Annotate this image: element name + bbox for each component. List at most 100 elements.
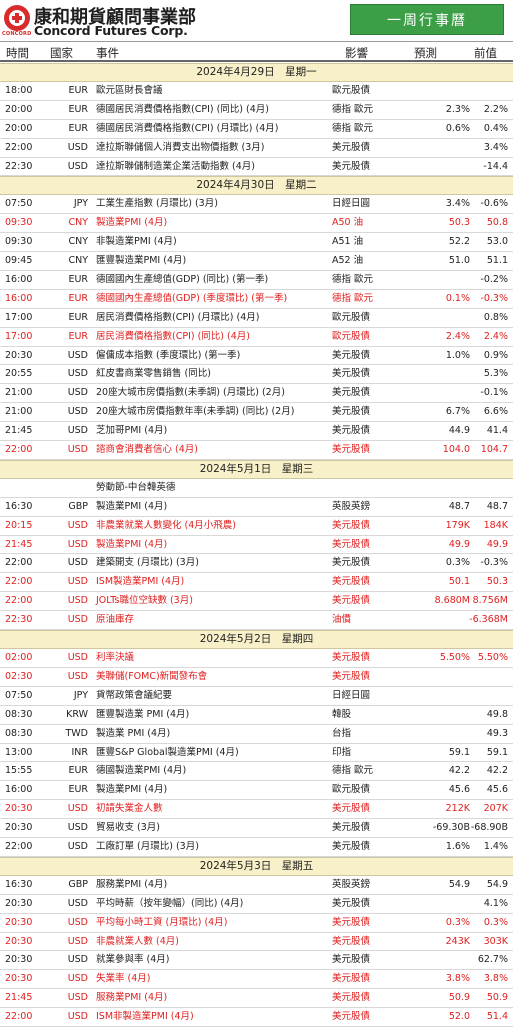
- event-impact: 美元股債: [332, 897, 371, 909]
- event-impact: 歐元股債: [332, 85, 371, 96]
- event-currency: USD: [67, 141, 88, 153]
- event-time: 17:00: [5, 330, 33, 342]
- event-previous: 41.4: [486, 425, 508, 437]
- event-row: 20:30 USD 就業參與率 (4月) 美元股債 62.7%: [0, 951, 513, 971]
- event-currency: USD: [67, 916, 88, 928]
- event-impact: 歐元股債: [332, 784, 371, 796]
- event-row: 20:30 USD 僱傭成本指數 (季度環比) (第一季) 美元股債 1.0% 0.9%: [0, 347, 513, 366]
- event-previous: 45.6: [486, 784, 508, 796]
- event-currency: USD: [67, 992, 88, 1004]
- event-time: 09:45: [5, 255, 33, 267]
- event-forecast: 0.1%: [445, 292, 470, 304]
- event-currency: USD: [67, 897, 88, 909]
- event-row: 08:30 TWD 製造業 PMI (4月) 台指 49.3: [0, 725, 513, 744]
- event-impact: 美元股債: [332, 954, 371, 966]
- event-name: ISM製造業PMI (4月): [96, 576, 185, 588]
- event-impact: 美元股債: [332, 595, 371, 607]
- event-previous: 51.4: [486, 1011, 508, 1023]
- event-time: 07:50: [5, 689, 33, 701]
- event-row: 22:00 USD JOLTs職位空缺數 (3月) 美元股債 8.680M 8.756M: [0, 592, 513, 612]
- event-forecast: -69.30B: [432, 822, 470, 834]
- event-previous: 54.9: [486, 878, 508, 890]
- event-time: 22:00: [5, 1011, 33, 1023]
- event-name: 達拉斯聯儲個人消費支出物價指數 (3月): [96, 141, 265, 153]
- event-currency: USD: [67, 368, 88, 380]
- event-currency: JPY: [73, 198, 88, 210]
- event-row: 20:30 USD 失業率 (4月) 美元股債 3.8% 3.8%: [0, 970, 513, 990]
- event-name: 非農就業人數 (4月): [96, 935, 179, 947]
- event-currency: GBP: [68, 878, 88, 890]
- event-impact: 美元股債: [332, 349, 371, 361]
- event-time: 20:30: [5, 935, 33, 947]
- event-row: 09:45 CNY 匯豐製造業PMI (4月) A52 油 51.0 51.1: [0, 252, 513, 272]
- event-row: 08:30 KRW 匯豐製造業 PMI (4月) 韓股 49.8: [0, 706, 513, 725]
- event-name: 美聯儲(FOMC)新聞發布會: [96, 670, 208, 682]
- event-time: 02:00: [5, 652, 33, 664]
- event-name: 僱傭成本指數 (季度環比) (第一季): [96, 349, 241, 361]
- event-previous: 50.3: [486, 576, 508, 588]
- event-impact: 美元股債: [332, 538, 371, 550]
- event-previous: 0.3%: [483, 916, 508, 928]
- event-currency: USD: [67, 406, 88, 418]
- event-time: 22:30: [5, 160, 33, 172]
- event-forecast: 3.4%: [445, 198, 470, 210]
- event-forecast: 179K: [445, 519, 470, 531]
- event-time: 20:30: [5, 822, 33, 834]
- event-previous: 49.3: [486, 727, 508, 739]
- event-currency: USD: [67, 160, 88, 172]
- event-forecast: 2.4%: [445, 330, 470, 342]
- event-name: 德國國內生產總值(GDP) (季度環比) (第一季): [96, 292, 288, 304]
- event-impact: 美元股債: [332, 387, 371, 399]
- event-previous: 104.7: [480, 444, 508, 456]
- event-currency: EUR: [68, 103, 88, 115]
- page-header: CONCORD 康和期貨顧問事業部 Concord Futures Corp. …: [0, 0, 513, 40]
- event-name: 德國製造業PMI (4月): [96, 765, 187, 777]
- event-time: 22:00: [5, 840, 33, 852]
- event-row: 20:30 USD 平均時薪（按年變幅）(同比) (4月) 美元股債 4.1%: [0, 895, 513, 914]
- event-name: 製造業PMI (4月): [96, 500, 168, 512]
- event-impact: 歐元股債: [332, 330, 371, 342]
- event-previous: 42.2: [486, 765, 508, 777]
- event-previous: 50.9: [486, 992, 508, 1004]
- event-impact: 德指 歐元: [332, 122, 374, 134]
- event-previous: 8.756M: [472, 595, 508, 607]
- event-forecast: 2.3%: [445, 103, 470, 115]
- event-name: 匯豐製造業 PMI (4月): [96, 708, 190, 720]
- event-forecast: 212K: [445, 803, 470, 815]
- event-previous: 6.6%: [483, 406, 508, 418]
- event-impact: A50 油: [332, 217, 364, 229]
- event-currency: EUR: [68, 122, 88, 134]
- event-time: 16:00: [5, 784, 33, 796]
- event-row: 20:30 USD 初請失業金人數 美元股債 212K 207K: [0, 800, 513, 820]
- event-row: 22:30 USD 達拉斯聯儲制造業企業活動指數 (4月) 美元股債 -14.4: [0, 158, 513, 177]
- event-forecast: 50.1: [448, 576, 470, 588]
- event-currency: USD: [67, 538, 88, 550]
- event-time: 22:00: [5, 557, 33, 569]
- event-name: ISM非製造業PMI (4月): [96, 1011, 194, 1023]
- event-name: 匯豐製造業PMI (4月): [96, 255, 187, 267]
- event-previous: -0.3%: [480, 557, 508, 569]
- event-currency: USD: [67, 519, 88, 531]
- event-time: 16:00: [5, 274, 33, 286]
- event-currency: INR: [71, 746, 88, 758]
- event-forecast: 3.8%: [445, 973, 470, 985]
- event-row: 09:30 CNY 非製造業PMI (4月) A51 油 52.2 53.0: [0, 233, 513, 253]
- event-row: 22:00 USD 建築開支 (月環比) (3月) 美元股債 0.3% -0.3%: [0, 554, 513, 574]
- event-previous: 4.1%: [483, 897, 508, 909]
- event-row: 16:30 GBP 服務業PMI (4月) 英股英鎊 54.9 54.9: [0, 876, 513, 895]
- event-impact: 美元股債: [332, 444, 371, 456]
- event-currency: USD: [67, 349, 88, 361]
- event-currency: USD: [67, 652, 88, 664]
- event-impact: 美元股債: [332, 992, 371, 1004]
- event-time: 07:50: [5, 198, 33, 210]
- event-name: 居民消費價格指數(CPI) (同比) (4月): [96, 330, 250, 342]
- event-previous: -14.4: [483, 160, 508, 172]
- event-currency: EUR: [68, 765, 88, 777]
- event-forecast: 5.50%: [439, 652, 470, 664]
- event-impact: 美元股債: [332, 840, 371, 852]
- date-header-row: 2024年5月1日 星期三: [0, 459, 513, 479]
- event-currency: EUR: [68, 311, 88, 323]
- event-name: 非農業就業人數變化 (4月小飛農): [96, 519, 236, 531]
- event-previous: 0.4%: [483, 122, 508, 134]
- weekly-calendar-badge: 一周行事曆: [350, 4, 504, 35]
